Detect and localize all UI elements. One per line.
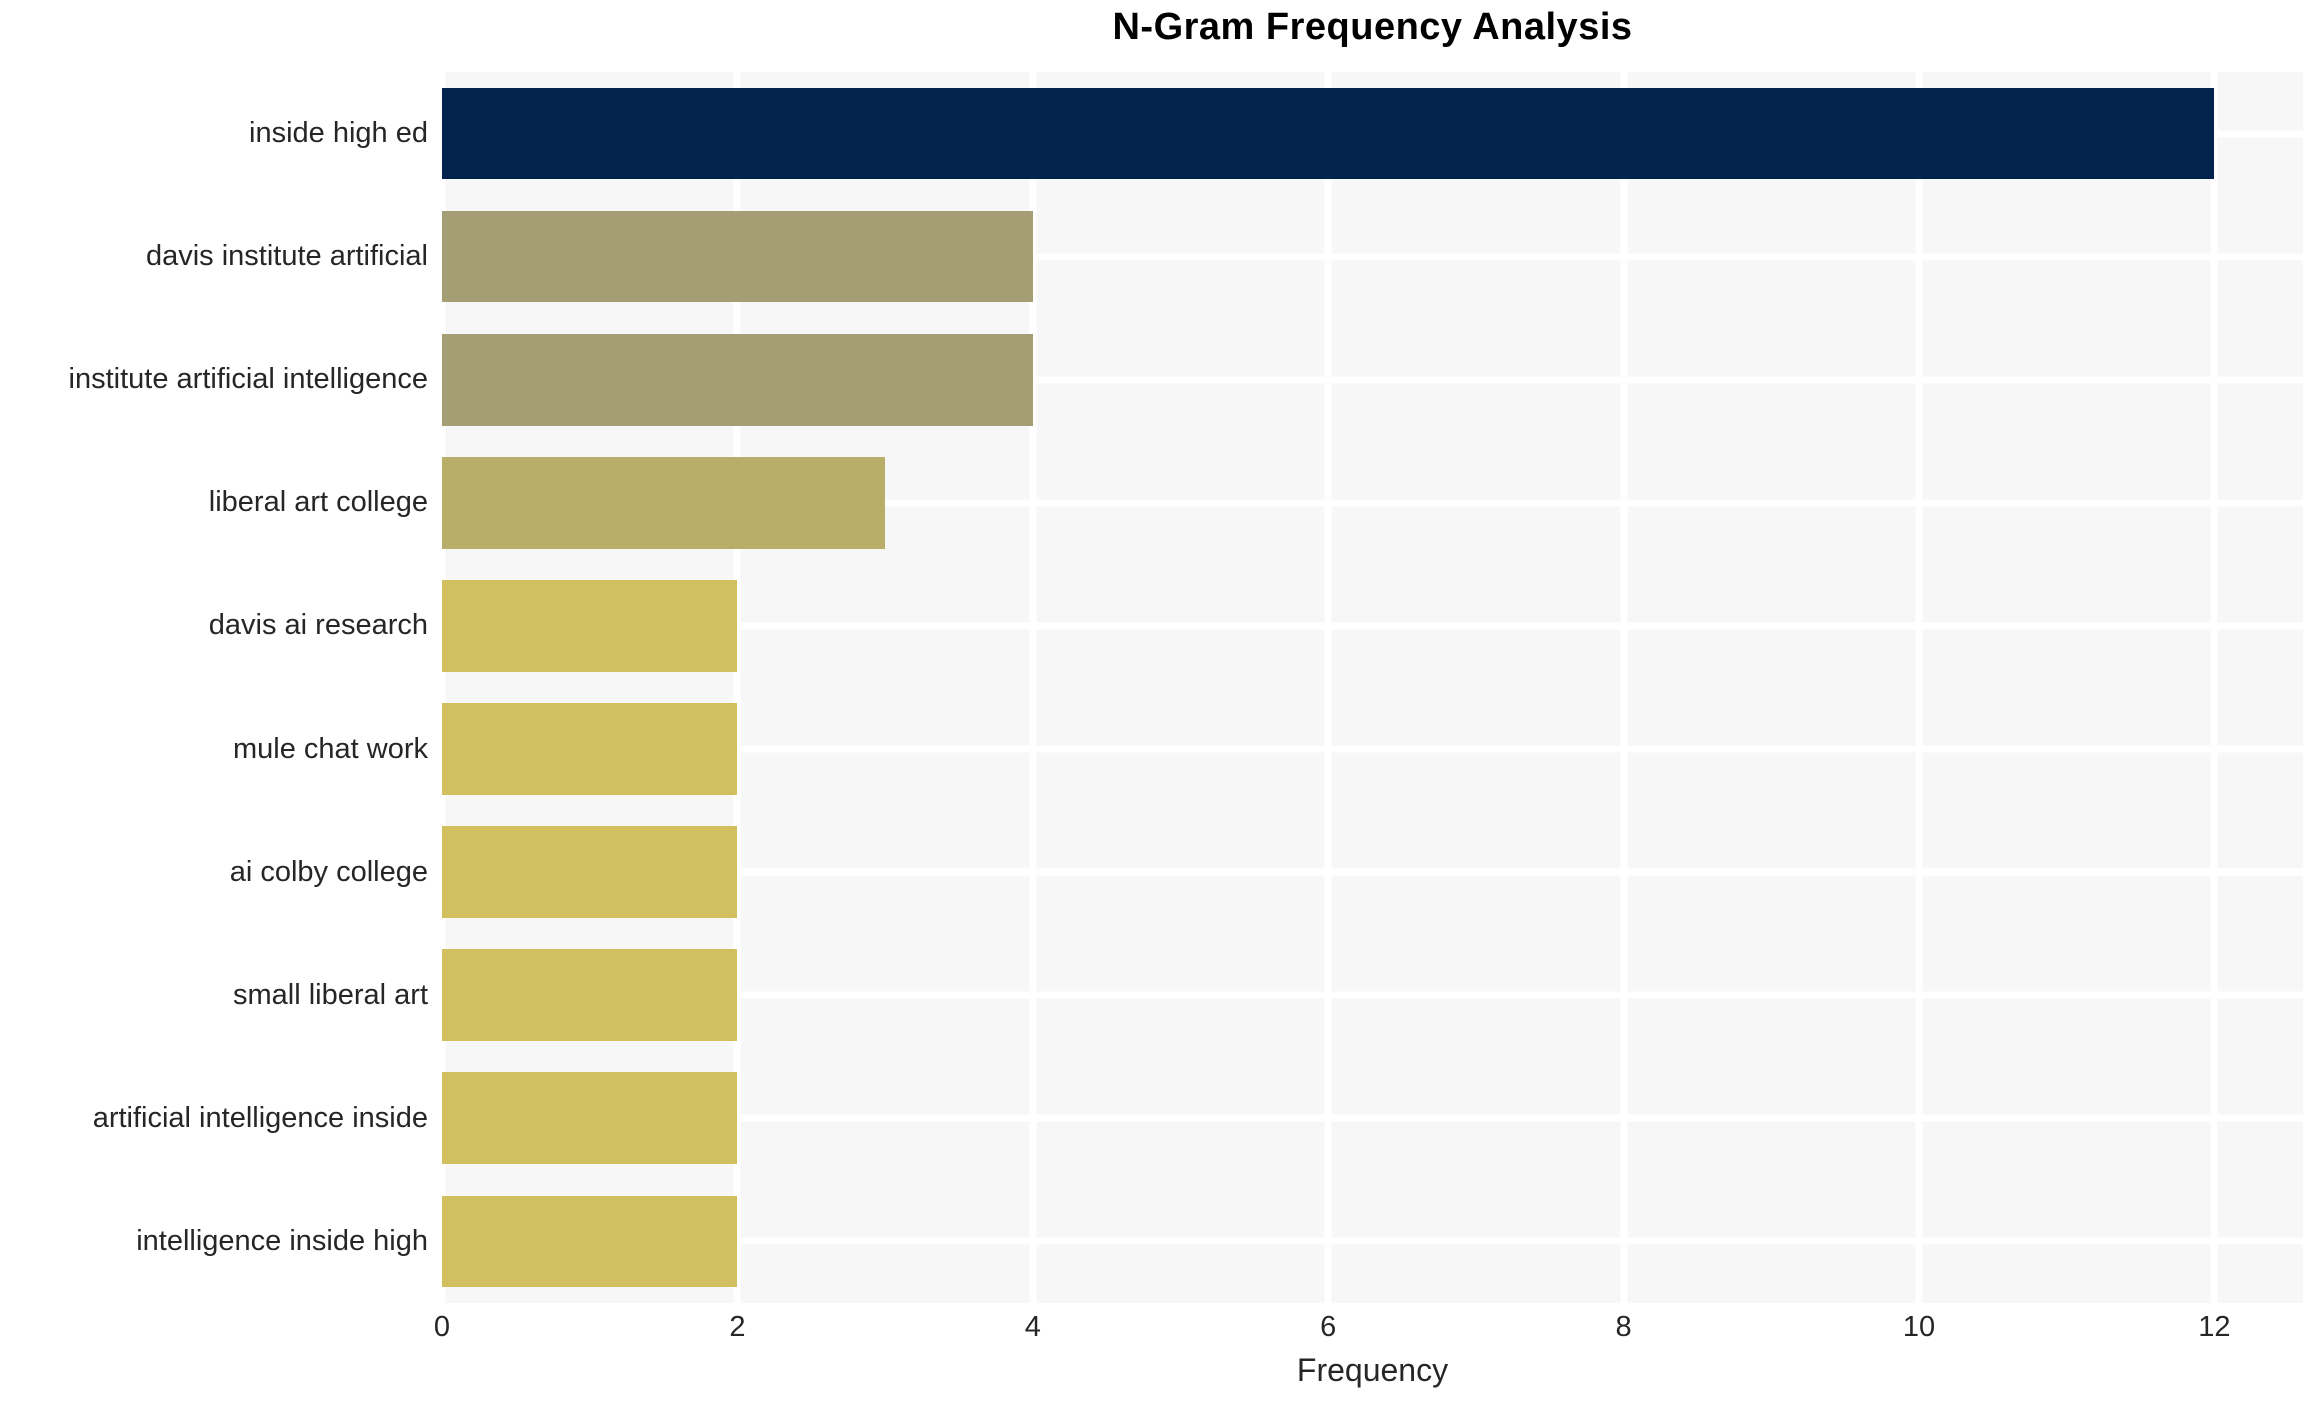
bar-row: [442, 195, 2303, 318]
label-row: liberal art college: [0, 441, 430, 564]
x-tick-label: 4: [1024, 1311, 1041, 1343]
label-row: small liberal art: [0, 934, 430, 1057]
x-tick-label: 6: [1320, 1311, 1337, 1343]
label-row: mule chat work: [0, 687, 430, 810]
label-row: ai colby college: [0, 811, 430, 934]
label-row: artificial intelligence inside: [0, 1057, 430, 1180]
category-label: liberal art college: [208, 486, 428, 519]
label-row: inside high ed: [0, 72, 430, 195]
bar-row: [442, 1057, 2303, 1180]
bar: [442, 949, 738, 1042]
y-axis-labels: inside high ed davis institute artificial…: [0, 72, 430, 1303]
gridline-horizontal: [442, 1114, 2303, 1122]
gridline-horizontal: [442, 745, 2303, 753]
gridline-vertical: [1915, 72, 1923, 1303]
gridline-horizontal: [442, 868, 2303, 876]
chart-title: N-Gram Frequency Analysis: [1112, 6, 1633, 48]
gridline-horizontal: [442, 1237, 2303, 1245]
bar-row: [442, 811, 2303, 934]
label-row: davis ai research: [0, 564, 430, 687]
bar-row: [442, 441, 2303, 564]
gridline-horizontal: [442, 499, 2303, 507]
x-tick-label: 2: [729, 1311, 746, 1343]
category-label: mule chat work: [232, 732, 428, 765]
bar: [442, 1195, 738, 1288]
category-label: davis institute artificial: [145, 240, 428, 273]
bar-row: [442, 564, 2303, 687]
bar-row: [442, 1180, 2303, 1303]
x-tick-label: 12: [2198, 1311, 2231, 1343]
bar: [442, 87, 2215, 180]
gridline-horizontal: [442, 622, 2303, 630]
gridline-horizontal: [442, 253, 2303, 261]
category-label: small liberal art: [233, 978, 428, 1011]
category-label: artificial intelligence inside: [92, 1101, 428, 1134]
gridline-vertical: [1029, 72, 1037, 1303]
x-tick-label: 10: [1902, 1311, 1936, 1343]
bar-row: [442, 318, 2303, 441]
x-tick-label: 0: [433, 1311, 451, 1343]
bar: [442, 1072, 738, 1165]
gridline-horizontal: [442, 991, 2303, 999]
gridline-vertical: [438, 72, 446, 1303]
bar-rows: [442, 72, 2303, 1303]
gridline-vertical: [2210, 72, 2218, 1303]
label-row: davis institute artificial: [0, 195, 430, 318]
bar: [442, 333, 1033, 426]
category-label: institute artificial intelligence: [68, 363, 428, 396]
x-axis-ticks: 0 2 4 6 8 10 12: [434, 1311, 2303, 1347]
bar-row: [442, 687, 2303, 810]
gridline-vertical: [733, 72, 741, 1303]
gridline-horizontal: [442, 376, 2303, 384]
bar: [442, 456, 886, 549]
x-tick-label: 8: [1615, 1311, 1632, 1343]
category-label: intelligence inside high: [136, 1224, 428, 1257]
label-row: institute artificial intelligence: [0, 318, 430, 441]
bar: [442, 580, 738, 672]
bar: [442, 703, 738, 795]
bar: [442, 826, 738, 918]
plot-area: [438, 72, 2303, 1303]
bar-row: [442, 72, 2303, 195]
gridline-vertical: [1324, 72, 1332, 1303]
gridline-vertical: [1620, 72, 1628, 1303]
category-label: inside high ed: [249, 117, 428, 150]
label-row: intelligence inside high: [0, 1180, 430, 1303]
category-label: ai colby college: [229, 855, 428, 888]
bar-row: [442, 934, 2303, 1057]
bar: [442, 210, 1033, 303]
x-axis-title: Frequency: [1296, 1352, 1449, 1388]
category-label: davis ai research: [208, 609, 428, 642]
